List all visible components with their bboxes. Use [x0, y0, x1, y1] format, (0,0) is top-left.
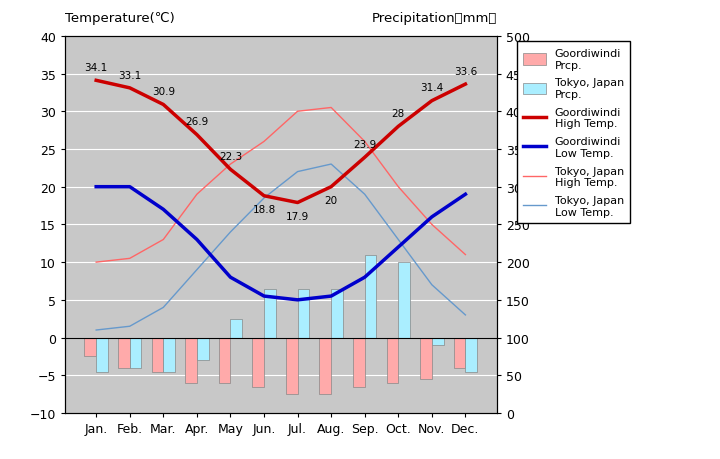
Tokyo, Japan
High Temp.	[125, 256, 134, 262]
Bar	[163, 338, 175, 372]
Tokyo, Japan
High Temp.	[260, 140, 269, 145]
Bar	[264, 289, 276, 338]
Bar	[185, 338, 197, 383]
Text: 33.6: 33.6	[454, 67, 477, 77]
Goordiwindi
Low Temp.	[327, 294, 336, 299]
Goordiwindi
High Temp.	[293, 200, 302, 206]
Bar	[252, 338, 264, 387]
Goordiwindi
Low Temp.	[226, 275, 235, 280]
Tokyo, Japan
High Temp.	[159, 237, 168, 243]
Goordiwindi
High Temp.	[92, 78, 101, 84]
Tokyo, Japan
High Temp.	[192, 192, 201, 197]
Goordiwindi
Low Temp.	[260, 294, 269, 299]
Tokyo, Japan
High Temp.	[327, 106, 336, 111]
Goordiwindi
Low Temp.	[394, 245, 402, 250]
Bar	[420, 338, 432, 379]
Tokyo, Japan
Low Temp.	[159, 305, 168, 310]
Line: Tokyo, Japan
Low Temp.: Tokyo, Japan Low Temp.	[96, 165, 465, 330]
Bar	[353, 338, 365, 387]
Goordiwindi
High Temp.	[125, 86, 134, 91]
Goordiwindi
High Temp.	[192, 133, 201, 138]
Bar	[465, 338, 477, 372]
Tokyo, Japan
High Temp.	[461, 252, 469, 258]
Goordiwindi
High Temp.	[159, 102, 168, 108]
Tokyo, Japan
Low Temp.	[125, 324, 134, 329]
Bar	[130, 338, 142, 368]
Text: 22.3: 22.3	[219, 151, 242, 162]
Bar	[320, 338, 331, 394]
Tokyo, Japan
High Temp.	[361, 140, 369, 145]
Goordiwindi
Low Temp.	[361, 275, 369, 280]
Line: Tokyo, Japan
High Temp.: Tokyo, Japan High Temp.	[96, 108, 465, 263]
Goordiwindi
High Temp.	[361, 155, 369, 161]
Goordiwindi
Low Temp.	[428, 215, 436, 220]
Tokyo, Japan
Low Temp.	[327, 162, 336, 168]
Tokyo, Japan
Low Temp.	[428, 282, 436, 288]
Line: Goordiwindi
Low Temp.: Goordiwindi Low Temp.	[96, 187, 465, 300]
Text: 28: 28	[392, 109, 405, 119]
Goordiwindi
High Temp.	[327, 185, 336, 190]
Tokyo, Japan
High Temp.	[394, 185, 402, 190]
Goordiwindi
High Temp.	[260, 194, 269, 199]
Text: 23.9: 23.9	[353, 140, 377, 150]
Text: Temperature(℃): Temperature(℃)	[65, 12, 174, 25]
Bar	[432, 338, 444, 345]
Tokyo, Japan
Low Temp.	[192, 267, 201, 273]
Tokyo, Japan
High Temp.	[92, 260, 101, 265]
Text: 33.1: 33.1	[118, 70, 141, 80]
Bar	[398, 263, 410, 338]
Tokyo, Japan
Low Temp.	[92, 328, 101, 333]
Tokyo, Japan
Low Temp.	[394, 237, 402, 243]
Bar	[219, 338, 230, 383]
Tokyo, Japan
Low Temp.	[461, 313, 469, 318]
Bar	[331, 289, 343, 338]
Text: 26.9: 26.9	[185, 117, 209, 127]
Goordiwindi
Low Temp.	[159, 207, 168, 213]
Tokyo, Japan
High Temp.	[428, 222, 436, 228]
Tokyo, Japan
Low Temp.	[293, 169, 302, 175]
Bar	[230, 319, 242, 338]
Legend: Goordiwindi
Prcp., Tokyo, Japan
Prcp., Goordiwindi
High Temp., Goordiwindi
Low T: Goordiwindi Prcp., Tokyo, Japan Prcp., G…	[517, 42, 631, 224]
Goordiwindi
Low Temp.	[192, 237, 201, 243]
Tokyo, Japan
Low Temp.	[226, 230, 235, 235]
Text: 34.1: 34.1	[84, 63, 108, 73]
Bar	[365, 255, 377, 338]
Bar	[197, 338, 209, 360]
Bar	[152, 338, 163, 372]
Goordiwindi
Low Temp.	[293, 297, 302, 303]
Bar	[286, 338, 297, 394]
Goordiwindi
Low Temp.	[125, 185, 134, 190]
Goordiwindi
High Temp.	[428, 99, 436, 104]
Text: 18.8: 18.8	[253, 204, 276, 214]
Goordiwindi
Low Temp.	[461, 192, 469, 197]
Tokyo, Japan
High Temp.	[226, 162, 235, 168]
Text: 31.4: 31.4	[420, 83, 444, 93]
Bar	[454, 338, 465, 368]
Tokyo, Japan
Low Temp.	[361, 192, 369, 197]
Tokyo, Japan
Low Temp.	[260, 196, 269, 202]
Bar	[84, 338, 96, 357]
Tokyo, Japan
High Temp.	[293, 109, 302, 115]
Text: 17.9: 17.9	[286, 211, 309, 221]
Goordiwindi
High Temp.	[394, 124, 402, 130]
Text: 20: 20	[325, 196, 338, 205]
Goordiwindi
High Temp.	[226, 167, 235, 173]
Bar	[387, 338, 398, 383]
Text: Precipitation（mm）: Precipitation（mm）	[372, 12, 497, 25]
Bar	[297, 289, 310, 338]
Bar	[118, 338, 130, 368]
Goordiwindi
Low Temp.	[92, 185, 101, 190]
Bar	[96, 338, 108, 372]
Line: Goordiwindi
High Temp.: Goordiwindi High Temp.	[96, 81, 465, 203]
Goordiwindi
High Temp.	[461, 82, 469, 88]
Text: 30.9: 30.9	[152, 87, 175, 97]
